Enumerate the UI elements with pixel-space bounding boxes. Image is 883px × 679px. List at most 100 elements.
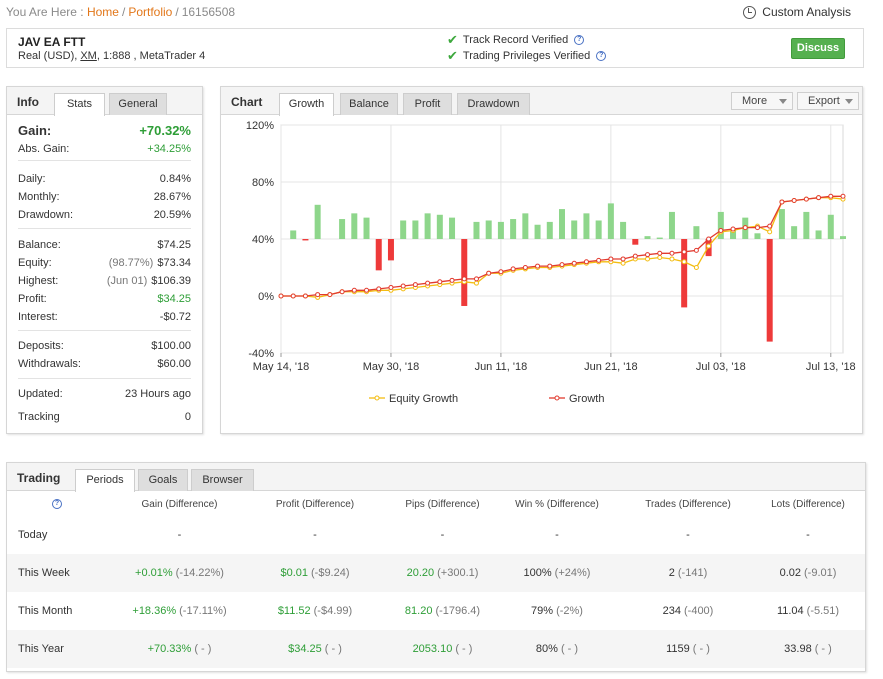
growth-point[interactable] [706,236,712,242]
tab-stats[interactable]: Stats [54,93,105,116]
bar-positive[interactable] [571,220,578,239]
equity-growth-point[interactable] [645,256,651,262]
bar-positive[interactable] [595,220,602,239]
breadcrumb-home-link[interactable]: Home [86,5,119,19]
bar-positive[interactable] [522,213,529,239]
bar-positive[interactable] [546,221,553,239]
bar-negative[interactable] [632,239,639,245]
growth-point[interactable] [510,266,516,272]
growth-point[interactable] [486,270,492,276]
bar-positive[interactable] [583,213,590,239]
bar-positive[interactable] [497,221,504,239]
bar-negative[interactable] [766,239,773,342]
bar-positive[interactable] [668,211,675,239]
growth-point[interactable] [669,250,675,256]
growth-point[interactable] [461,276,467,282]
equity-growth-point[interactable] [669,256,675,262]
discuss-button[interactable]: Discuss [791,38,845,59]
growth-point[interactable] [718,227,724,233]
bar-positive[interactable] [314,204,321,239]
growth-point[interactable] [327,292,333,298]
bar-positive[interactable] [290,230,297,239]
growth-point[interactable] [547,263,553,269]
growth-point[interactable] [803,196,809,202]
growth-point[interactable] [620,256,626,262]
growth-point[interactable] [840,193,846,199]
growth-point[interactable] [339,289,345,295]
bar-positive[interactable] [473,221,480,239]
growth-point[interactable] [767,223,773,229]
tab-profit[interactable]: Profit [403,93,452,115]
bar-positive[interactable] [400,220,407,239]
growth-point[interactable] [315,292,321,298]
tab-drawdown[interactable]: Drawdown [457,93,530,115]
equity-growth-point[interactable] [706,243,712,249]
bar-positive[interactable] [840,236,846,239]
equity-growth-point[interactable] [693,265,699,270]
growth-point[interactable] [754,225,760,231]
bar-positive[interactable] [363,217,370,239]
growth-point[interactable] [437,279,443,285]
growth-point[interactable] [571,260,577,266]
bar-positive[interactable] [351,213,358,239]
bar-positive[interactable] [791,226,798,239]
growth-point[interactable] [400,283,406,289]
growth-point[interactable] [583,259,589,265]
tab-periods[interactable]: Periods [75,469,135,492]
bar-negative[interactable] [302,239,309,241]
tab-balance[interactable]: Balance [340,93,398,115]
bar-positive[interactable] [656,237,663,239]
growth-point[interactable] [535,263,541,269]
bar-positive[interactable] [717,211,724,239]
legend-label[interactable]: Growth [569,393,604,405]
bar-positive[interactable] [534,224,541,239]
bar-negative[interactable] [461,239,468,306]
bar-positive[interactable] [644,236,651,239]
tab-browser[interactable]: Browser [191,469,254,491]
growth-point[interactable] [376,286,382,292]
help-icon[interactable]: ? [596,51,607,61]
bar-positive[interactable] [803,211,810,239]
equity-growth-point[interactable] [620,260,626,266]
tab-growth[interactable]: Growth [279,93,334,116]
growth-point[interactable] [779,199,785,205]
bar-positive[interactable] [754,233,761,239]
growth-point[interactable] [364,287,370,293]
growth-point[interactable] [791,198,797,204]
bar-positive[interactable] [424,213,431,239]
bar-positive[interactable] [778,209,785,239]
bar-positive[interactable] [510,219,517,239]
growth-point[interactable] [388,284,394,290]
bar-positive[interactable] [436,214,443,239]
bar-positive[interactable] [730,229,737,239]
custom-analysis-link[interactable]: Custom Analysis [743,5,851,19]
growth-point[interactable] [742,225,748,231]
growth-point[interactable] [449,277,455,283]
growth-point[interactable] [608,256,614,262]
bar-positive[interactable] [607,203,614,239]
growth-point[interactable] [632,253,638,259]
bar-positive[interactable] [412,220,419,239]
export-dropdown[interactable]: Export [797,92,859,110]
growth-point[interactable] [645,252,651,258]
growth-point[interactable] [473,276,479,282]
bar-positive[interactable] [449,217,456,239]
growth-point[interactable] [498,269,504,275]
bar-positive[interactable] [485,220,492,239]
bar-positive[interactable] [620,221,627,239]
help-icon[interactable]: ? [574,35,585,45]
growth-point[interactable] [681,249,687,255]
growth-point[interactable] [559,262,565,268]
bar-negative[interactable] [387,239,394,261]
growth-chart[interactable]: 120% 80% 40% 0% -40%May 14, '18 May 30, '18 Ju… [221,116,862,434]
growth-point[interactable] [730,226,736,232]
equity-growth-point[interactable] [657,255,663,261]
equity-growth-point[interactable] [767,229,773,235]
bar-positive[interactable] [559,209,565,239]
growth-point[interactable] [657,250,663,256]
more-dropdown[interactable]: More [731,92,793,110]
growth-point[interactable] [522,265,528,270]
equity-growth-point[interactable] [473,280,479,286]
bar-negative[interactable] [375,239,382,271]
bar-positive[interactable] [693,226,700,239]
